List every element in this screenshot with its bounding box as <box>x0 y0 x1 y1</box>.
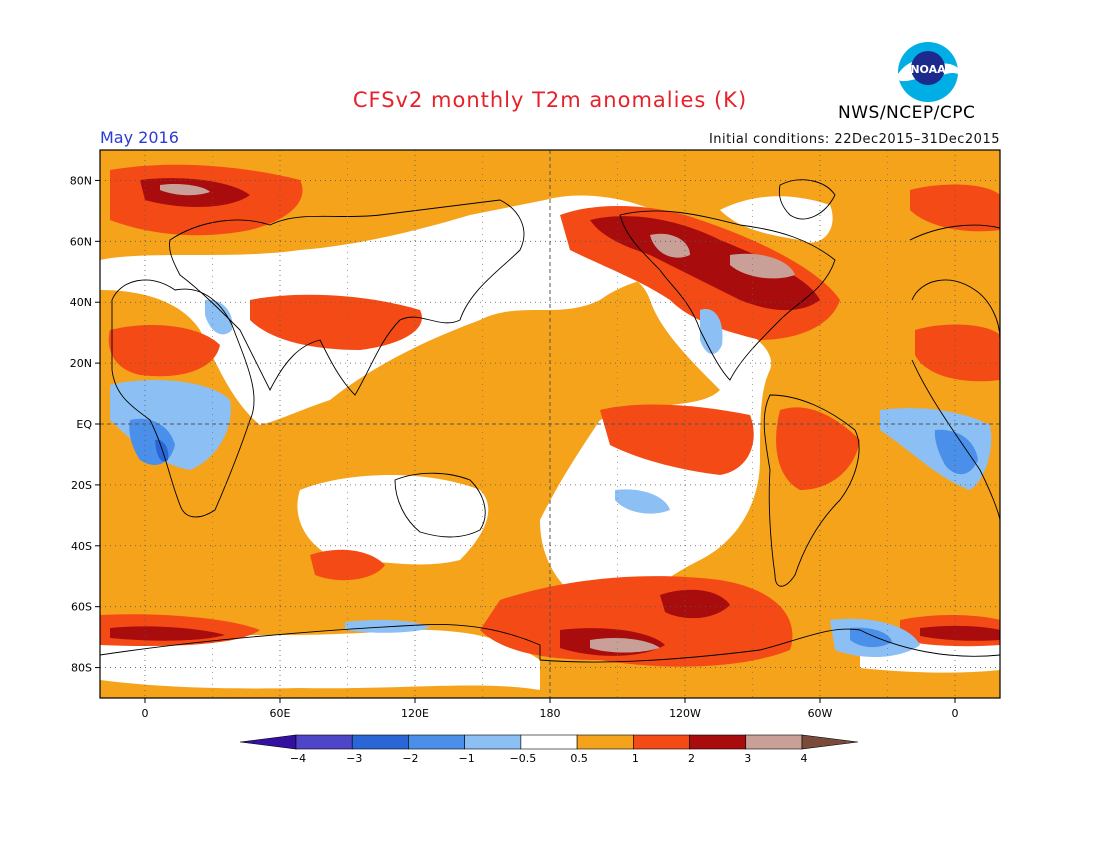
lon-label: 120W <box>669 707 701 720</box>
warm-region <box>250 294 422 350</box>
lon-label: 60E <box>270 707 291 720</box>
neutral-region <box>100 629 540 690</box>
lon-label: 180 <box>540 707 561 720</box>
initial-conditions: Initial conditions: 22Dec2015–31Dec2015 <box>708 132 1000 147</box>
colorbar-tick-label: −4 <box>290 752 306 765</box>
lat-label: 20S <box>71 479 92 492</box>
colorbar-tick-label: −2 <box>402 752 418 765</box>
strong-warm-region <box>110 626 225 641</box>
colorbar-swatch <box>633 734 690 750</box>
colorbar-tick-label: 1 <box>632 752 639 765</box>
lat-label: 60N <box>70 235 92 248</box>
neutral-region <box>600 440 740 520</box>
neutral-region <box>297 475 489 565</box>
colorbar-tick-label: 4 <box>801 752 808 765</box>
colorbar-tick-label: −0.5 <box>510 752 537 765</box>
extreme-warm-region <box>650 233 690 258</box>
colorbar-swatch <box>351 734 409 750</box>
lat-label: 20N <box>70 357 92 370</box>
colorbar-tick-label: 0.5 <box>570 752 588 765</box>
coastlines <box>100 179 1000 663</box>
lat-label: 40S <box>71 540 92 553</box>
lat-label: 60S <box>71 601 92 614</box>
warm-region <box>108 325 220 377</box>
noaa-logo: NOAA <box>898 42 958 102</box>
cold-region <box>934 429 978 475</box>
extreme-warm-region <box>160 183 210 196</box>
lon-label: 60W <box>808 707 833 720</box>
colorbar-tick-label: −3 <box>346 752 362 765</box>
colorbar-min-arrow <box>239 734 297 750</box>
lat-label: 40N <box>70 296 92 309</box>
extreme-warm-region <box>730 253 795 279</box>
lat-label: EQ <box>76 418 92 431</box>
colorbar-swatch <box>576 734 634 750</box>
noaa-logo-text: NOAA <box>910 63 946 76</box>
lat-label: 80N <box>70 174 92 187</box>
agency-label: NWS/NCEP/CPC <box>838 103 976 123</box>
strong-warm-region <box>590 216 820 311</box>
map-title: CFSv2 monthly T2m anomalies (K) <box>352 88 748 112</box>
colorbar-swatch <box>689 734 747 750</box>
extreme-warm-region <box>590 637 660 653</box>
cold-region <box>615 489 670 514</box>
lon-label: 0 <box>952 707 959 720</box>
axis-labels: 80N 60N 40N 20N EQ 20S 40S 60S 80S 0 60E 120E 180 120… <box>70 174 959 720</box>
colorbar-swatch <box>745 734 803 750</box>
neutral-region <box>720 196 833 243</box>
lon-label: 0 <box>142 707 149 720</box>
lon-label: 120E <box>401 707 429 720</box>
colorbar-swatch <box>295 734 353 750</box>
warm-region <box>776 407 860 490</box>
colorbar-swatch <box>520 734 578 750</box>
colorbar-tick-label: −1 <box>459 752 475 765</box>
warm-region <box>600 404 754 475</box>
warm-region <box>915 324 1000 382</box>
colorbar-max-arrow <box>801 734 859 750</box>
lat-lon-grid <box>100 150 1000 698</box>
lat-label: 80S <box>71 662 92 675</box>
cold-region <box>700 309 723 355</box>
cold-region <box>155 439 169 462</box>
colorbar-swatch <box>408 734 465 750</box>
warm-region <box>910 184 1000 232</box>
cold-region <box>110 380 231 470</box>
strong-warm-region <box>920 625 1000 641</box>
forecast-month: May 2016 <box>100 128 179 147</box>
cold-region <box>850 627 892 648</box>
colorbar-tick-label: 2 <box>688 752 695 765</box>
colorbar-swatch <box>464 734 522 750</box>
colorbar-tick-label: 3 <box>744 752 751 765</box>
cold-region <box>205 299 233 335</box>
strong-warm-region <box>660 589 730 619</box>
